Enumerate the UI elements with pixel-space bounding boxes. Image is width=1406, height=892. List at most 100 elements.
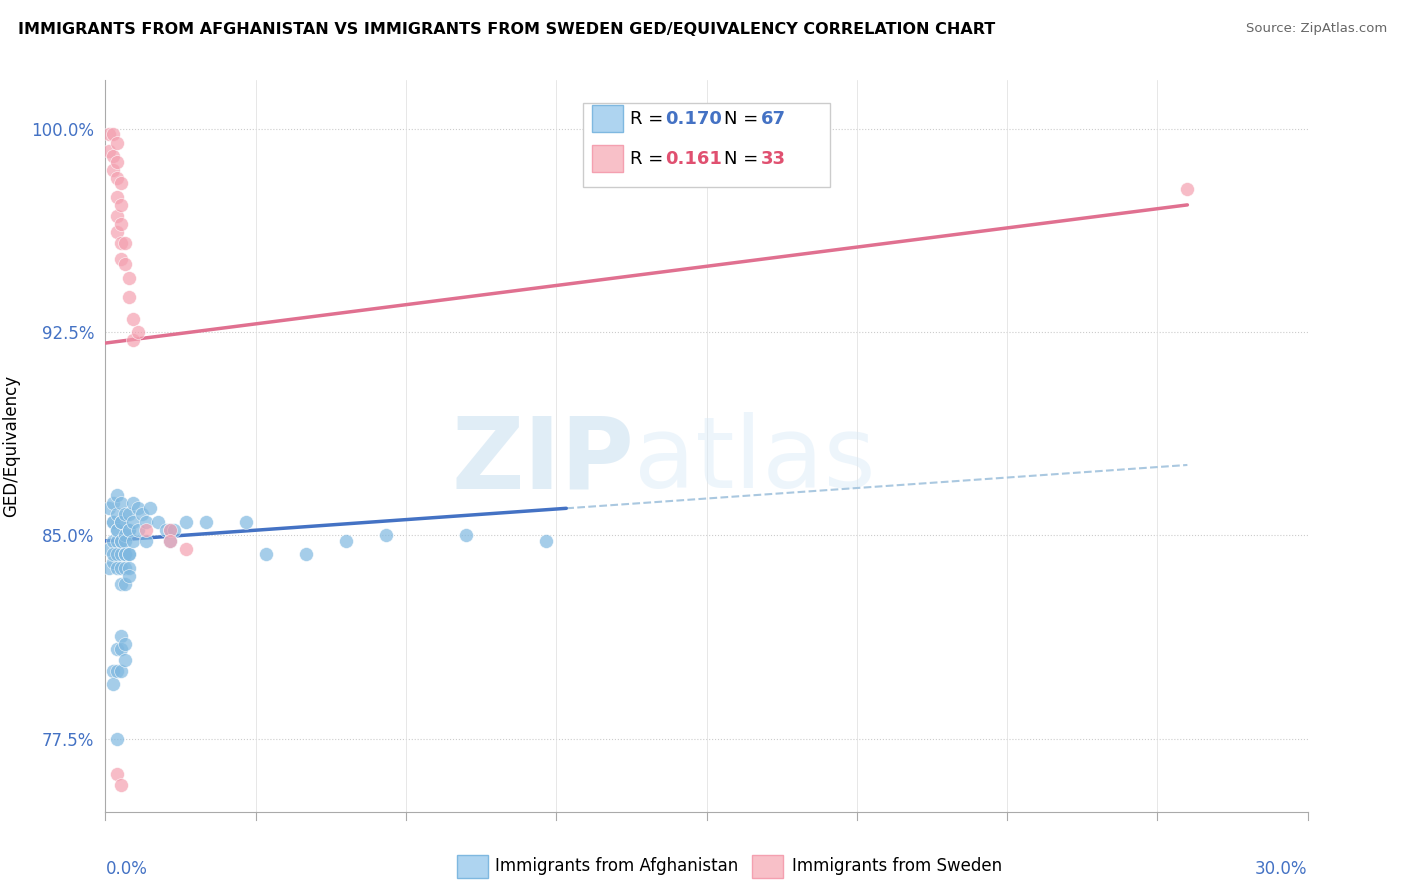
Point — [138, 501, 160, 516]
Point — [110, 561, 132, 575]
Point — [162, 523, 184, 537]
Point — [127, 501, 149, 516]
Point — [110, 778, 132, 792]
Point — [122, 515, 145, 529]
Y-axis label: GED/Equivalency: GED/Equivalency — [3, 375, 20, 517]
Point — [114, 637, 136, 651]
Point — [118, 523, 141, 537]
Text: N =: N = — [724, 150, 763, 168]
Point — [122, 533, 145, 548]
Point — [114, 507, 136, 521]
Point — [127, 523, 149, 537]
Point — [114, 258, 136, 272]
Point — [98, 501, 121, 516]
Point — [534, 533, 557, 548]
Text: 0.0%: 0.0% — [105, 861, 148, 879]
Point — [159, 533, 181, 548]
Text: IMMIGRANTS FROM AFGHANISTAN VS IMMIGRANTS FROM SWEDEN GED/EQUIVALENCY CORRELATIO: IMMIGRANTS FROM AFGHANISTAN VS IMMIGRANT… — [18, 22, 995, 37]
Point — [118, 561, 141, 575]
Point — [114, 547, 136, 561]
Point — [107, 642, 129, 657]
Point — [103, 128, 125, 142]
Point — [103, 533, 125, 548]
Point — [98, 144, 121, 158]
Point — [174, 515, 197, 529]
Text: Immigrants from Sweden: Immigrants from Sweden — [792, 857, 1001, 875]
Point — [107, 523, 129, 537]
Point — [114, 577, 136, 591]
Text: R =: R = — [630, 110, 669, 128]
Point — [107, 136, 129, 150]
Point — [107, 154, 129, 169]
Text: 30.0%: 30.0% — [1256, 861, 1308, 879]
Point — [103, 162, 125, 177]
Point — [114, 561, 136, 575]
Point — [107, 766, 129, 780]
Point — [114, 533, 136, 548]
Point — [107, 225, 129, 239]
Text: N =: N = — [724, 110, 763, 128]
Text: 0.161: 0.161 — [665, 150, 721, 168]
Point — [159, 523, 181, 537]
Point — [118, 547, 141, 561]
Point — [107, 488, 129, 502]
Point — [103, 677, 125, 691]
Point — [122, 496, 145, 510]
Point — [110, 533, 132, 548]
Point — [335, 533, 357, 548]
Point — [135, 523, 157, 537]
Point — [107, 533, 129, 548]
Point — [118, 271, 141, 285]
Point — [374, 528, 398, 542]
Point — [110, 515, 132, 529]
Point — [110, 664, 132, 678]
Point — [103, 496, 125, 510]
Point — [107, 523, 129, 537]
Text: atlas: atlas — [634, 412, 876, 509]
Point — [107, 507, 129, 521]
Point — [103, 149, 125, 163]
Point — [103, 664, 125, 678]
Point — [454, 528, 477, 542]
Point — [110, 198, 132, 212]
Point — [110, 176, 132, 190]
Point — [98, 561, 121, 575]
Point — [98, 128, 121, 142]
Point — [235, 515, 257, 529]
Point — [107, 547, 129, 561]
Point — [107, 170, 129, 185]
Point — [103, 556, 125, 570]
Point — [159, 523, 181, 537]
Text: Source: ZipAtlas.com: Source: ZipAtlas.com — [1247, 22, 1388, 36]
Point — [103, 515, 125, 529]
Point — [118, 547, 141, 561]
Point — [118, 507, 141, 521]
Point — [103, 547, 125, 561]
Point — [107, 209, 129, 223]
Point — [131, 507, 153, 521]
Point — [122, 334, 145, 348]
Point — [103, 515, 125, 529]
Point — [114, 528, 136, 542]
Point — [1177, 181, 1199, 195]
Point — [110, 642, 132, 657]
Point — [118, 569, 141, 583]
Point — [118, 523, 141, 537]
Point — [114, 653, 136, 667]
Point — [107, 190, 129, 204]
Point — [135, 533, 157, 548]
Point — [110, 629, 132, 643]
Point — [110, 547, 132, 561]
Point — [98, 541, 121, 556]
Point — [254, 547, 277, 561]
Point — [155, 523, 177, 537]
Point — [122, 311, 145, 326]
Point — [174, 541, 197, 556]
Point — [159, 533, 181, 548]
Text: 0.170: 0.170 — [665, 110, 721, 128]
Point — [107, 561, 129, 575]
Point — [135, 515, 157, 529]
Point — [110, 235, 132, 250]
Text: Immigrants from Afghanistan: Immigrants from Afghanistan — [495, 857, 738, 875]
Point — [110, 533, 132, 548]
